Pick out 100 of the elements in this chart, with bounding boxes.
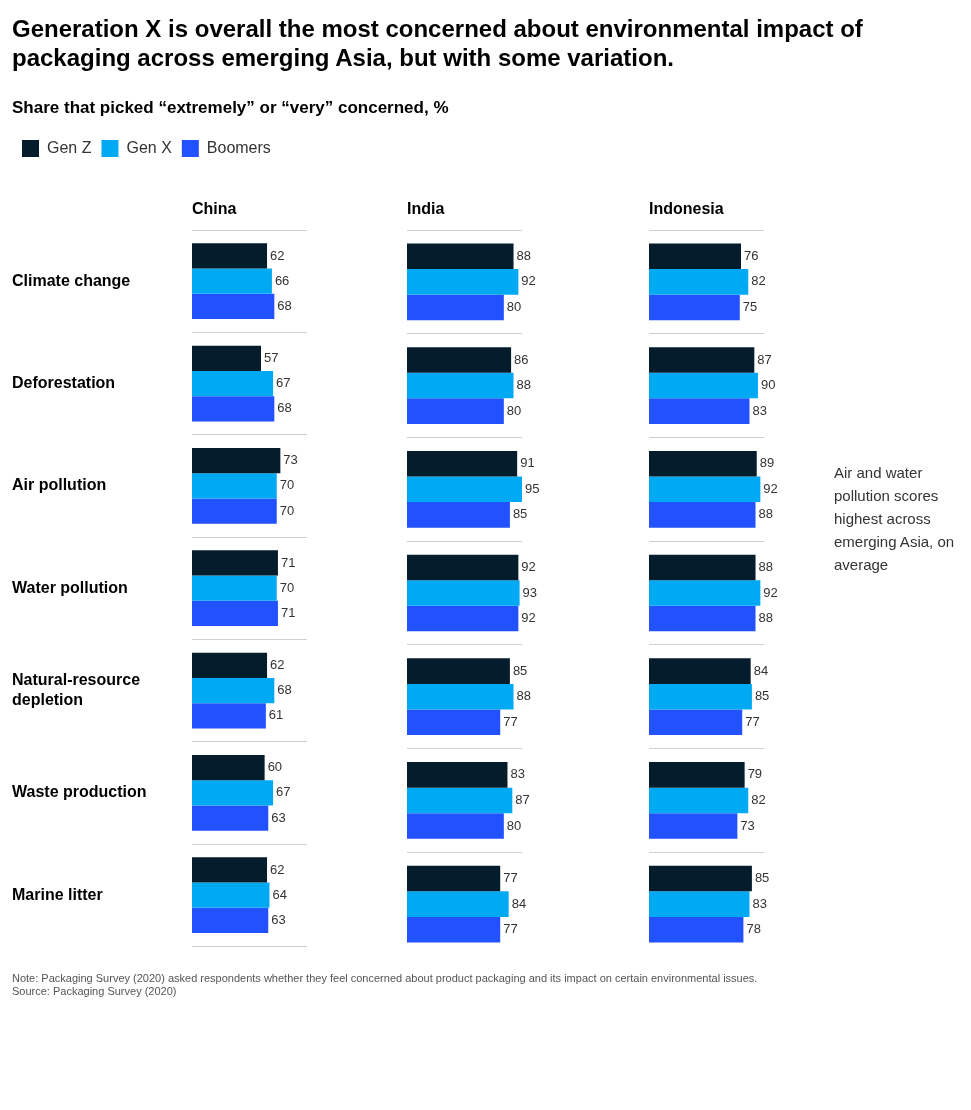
data-label: 92 [521,610,536,626]
y-tick-label: Water pollution [12,578,128,596]
data-label: 82 [751,273,766,289]
bar [192,857,268,883]
data-label: 92 [521,273,536,289]
bar [407,916,501,943]
data-label: 83 [752,402,767,418]
data-label: 83 [752,895,767,911]
bar [649,865,752,892]
data-label: 79 [747,766,763,782]
bar [649,605,756,632]
bar [649,294,740,321]
data-label: 77 [503,870,518,886]
data-label: 63 [271,809,286,825]
bar [192,473,277,499]
data-label: 91 [520,455,535,471]
data-label: 61 [268,707,284,723]
data-label: 84 [511,895,527,911]
legend-label: Boomers [206,138,271,156]
bar [649,269,749,295]
data-label: 77 [503,713,518,729]
bar [192,268,272,294]
data-label: 76 [744,247,759,263]
data-label: 73 [740,817,755,833]
bar [649,762,745,788]
bar [192,907,269,934]
data-label: 73 [283,452,298,468]
text: Air and water pollution scores highest across emerging Asia, on average [834,463,955,573]
data-label: 68 [277,400,292,416]
bar [649,891,750,917]
data-label: 80 [506,817,522,833]
y-tick-label: Deforestation [12,373,116,391]
bar [407,762,508,788]
bar [407,476,522,503]
text: Note: Packaging Survey (2020) asked respondents whether they feel concerned about product packaging and its impact on certain environmental issues. [12,972,759,985]
data-label: 92 [763,480,778,496]
data-label: 68 [277,297,292,313]
data-label: 75 [742,299,758,315]
data-label: 67 [276,375,291,391]
data-label: 77 [503,921,518,937]
bar [407,709,501,736]
bar [192,550,278,576]
data-label: 88 [516,247,531,263]
bar [192,498,277,524]
y-tick-label: Climate change [12,271,131,289]
bar [192,575,277,601]
data-label: 71 [280,554,296,570]
data-label: 70 [279,502,295,518]
chart-title: China [192,200,237,218]
bar [407,294,504,321]
bar [649,787,749,814]
data-label: 86 [514,351,529,367]
bar [649,554,756,581]
data-label: 92 [763,584,778,600]
data-label: 95 [525,480,540,496]
data-label: 88 [758,506,773,522]
data-label: 64 [272,886,287,902]
data-label: 62 [270,247,285,263]
bar [192,882,270,908]
data-label: 70 [279,579,295,595]
data-label: 88 [516,377,531,393]
data-label: 67 [276,784,291,800]
data-label: 57 [264,349,279,365]
bar [192,805,269,831]
data-label: 85 [512,506,528,522]
bar [192,600,278,627]
y-tick-label: Air pollution [12,476,107,494]
data-label: 78 [746,921,761,937]
bar [407,347,512,373]
bar [649,347,755,373]
bar [407,683,514,710]
data-label: 84 [753,662,769,678]
chart-title: India [407,200,445,218]
data-label: 82 [751,792,766,808]
data-label: 85 [754,688,770,704]
y-tick-label: Waste production [12,783,147,801]
data-label: 80 [506,299,522,315]
data-label: 68 [277,682,292,698]
bar [407,554,519,581]
data-label: 60 [267,759,283,775]
text: Generation X is overall the most concerned about environmental impact of packaging across emerging Asia, but with some variation. [12,14,864,72]
chart-title: Indonesia [649,200,724,218]
bar [407,450,518,477]
bar [407,502,510,528]
bar [649,476,761,503]
y-tick-label: Natural-resource depletion [12,671,141,708]
bar [407,605,519,632]
bar [649,683,752,710]
bar [407,891,509,917]
data-label: 62 [270,656,285,672]
bar [407,243,514,270]
data-label: 77 [745,713,760,729]
data-label: 88 [758,559,773,574]
bar [407,658,510,684]
bar [649,658,751,684]
bar [192,345,261,371]
legend-label: Gen Z [47,138,92,156]
bar [649,580,761,606]
bar [649,502,756,528]
bar [192,780,274,806]
